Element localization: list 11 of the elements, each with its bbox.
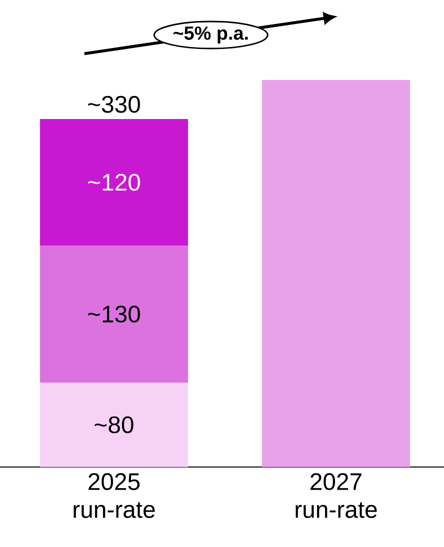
bar [40, 382, 188, 467]
bar [40, 119, 188, 246]
text: ~5% p.a. [174, 26, 248, 44]
x-tick-label: 2025 run-rate [74, 473, 155, 518]
data-label: ~120 [88, 174, 140, 191]
x-tick-label: 2027 run-rate [296, 473, 377, 518]
data-label: ~130 [88, 306, 140, 323]
bar [40, 246, 188, 383]
data-label: ~80 [94, 416, 134, 434]
bar [262, 80, 410, 467]
total-label: ~330 [88, 96, 140, 113]
